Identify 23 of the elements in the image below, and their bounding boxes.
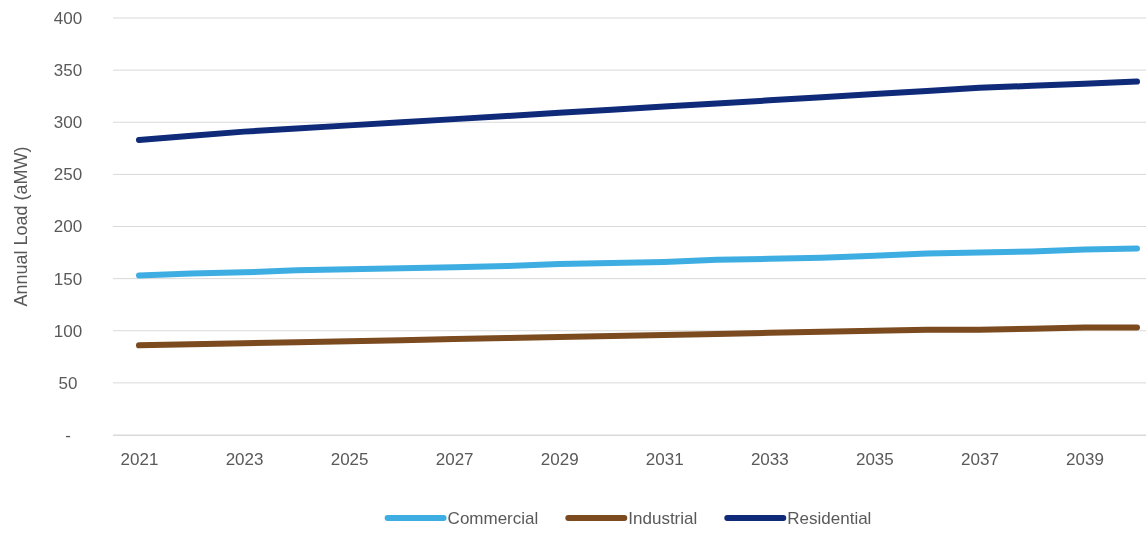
x-tick-label: 2039: [1066, 450, 1104, 470]
y-tick-label: 50: [58, 373, 78, 393]
y-tick-label: 200: [53, 217, 83, 237]
x-tick-label: 2031: [645, 450, 684, 470]
x-tick-label: 2025: [330, 450, 369, 470]
y-tick-label: 250: [53, 165, 83, 185]
x-tick-label: 2029: [540, 450, 579, 470]
x-tick-label: 2027: [435, 450, 474, 470]
x-tick-label: 2033: [750, 450, 789, 470]
y-tick-label: 150: [53, 269, 83, 289]
y-tick-label: 350: [53, 61, 83, 81]
x-tick-label: 2021: [120, 450, 159, 470]
y-tick-label: 400: [53, 8, 83, 28]
legend-label: Residential: [787, 509, 872, 528]
y-axis-title: Annual Load (aMW): [11, 146, 31, 307]
legend-label: Industrial: [628, 509, 698, 528]
y-tick-label: 300: [53, 113, 83, 133]
x-tick-label: 2023: [225, 450, 264, 470]
x-tick-label: 2037: [961, 450, 999, 470]
y-tick-label: 100: [53, 321, 83, 341]
y-tick-label: -: [65, 425, 71, 445]
x-tick-label: 2035: [855, 450, 894, 470]
legend-label: Commercial: [447, 509, 539, 528]
